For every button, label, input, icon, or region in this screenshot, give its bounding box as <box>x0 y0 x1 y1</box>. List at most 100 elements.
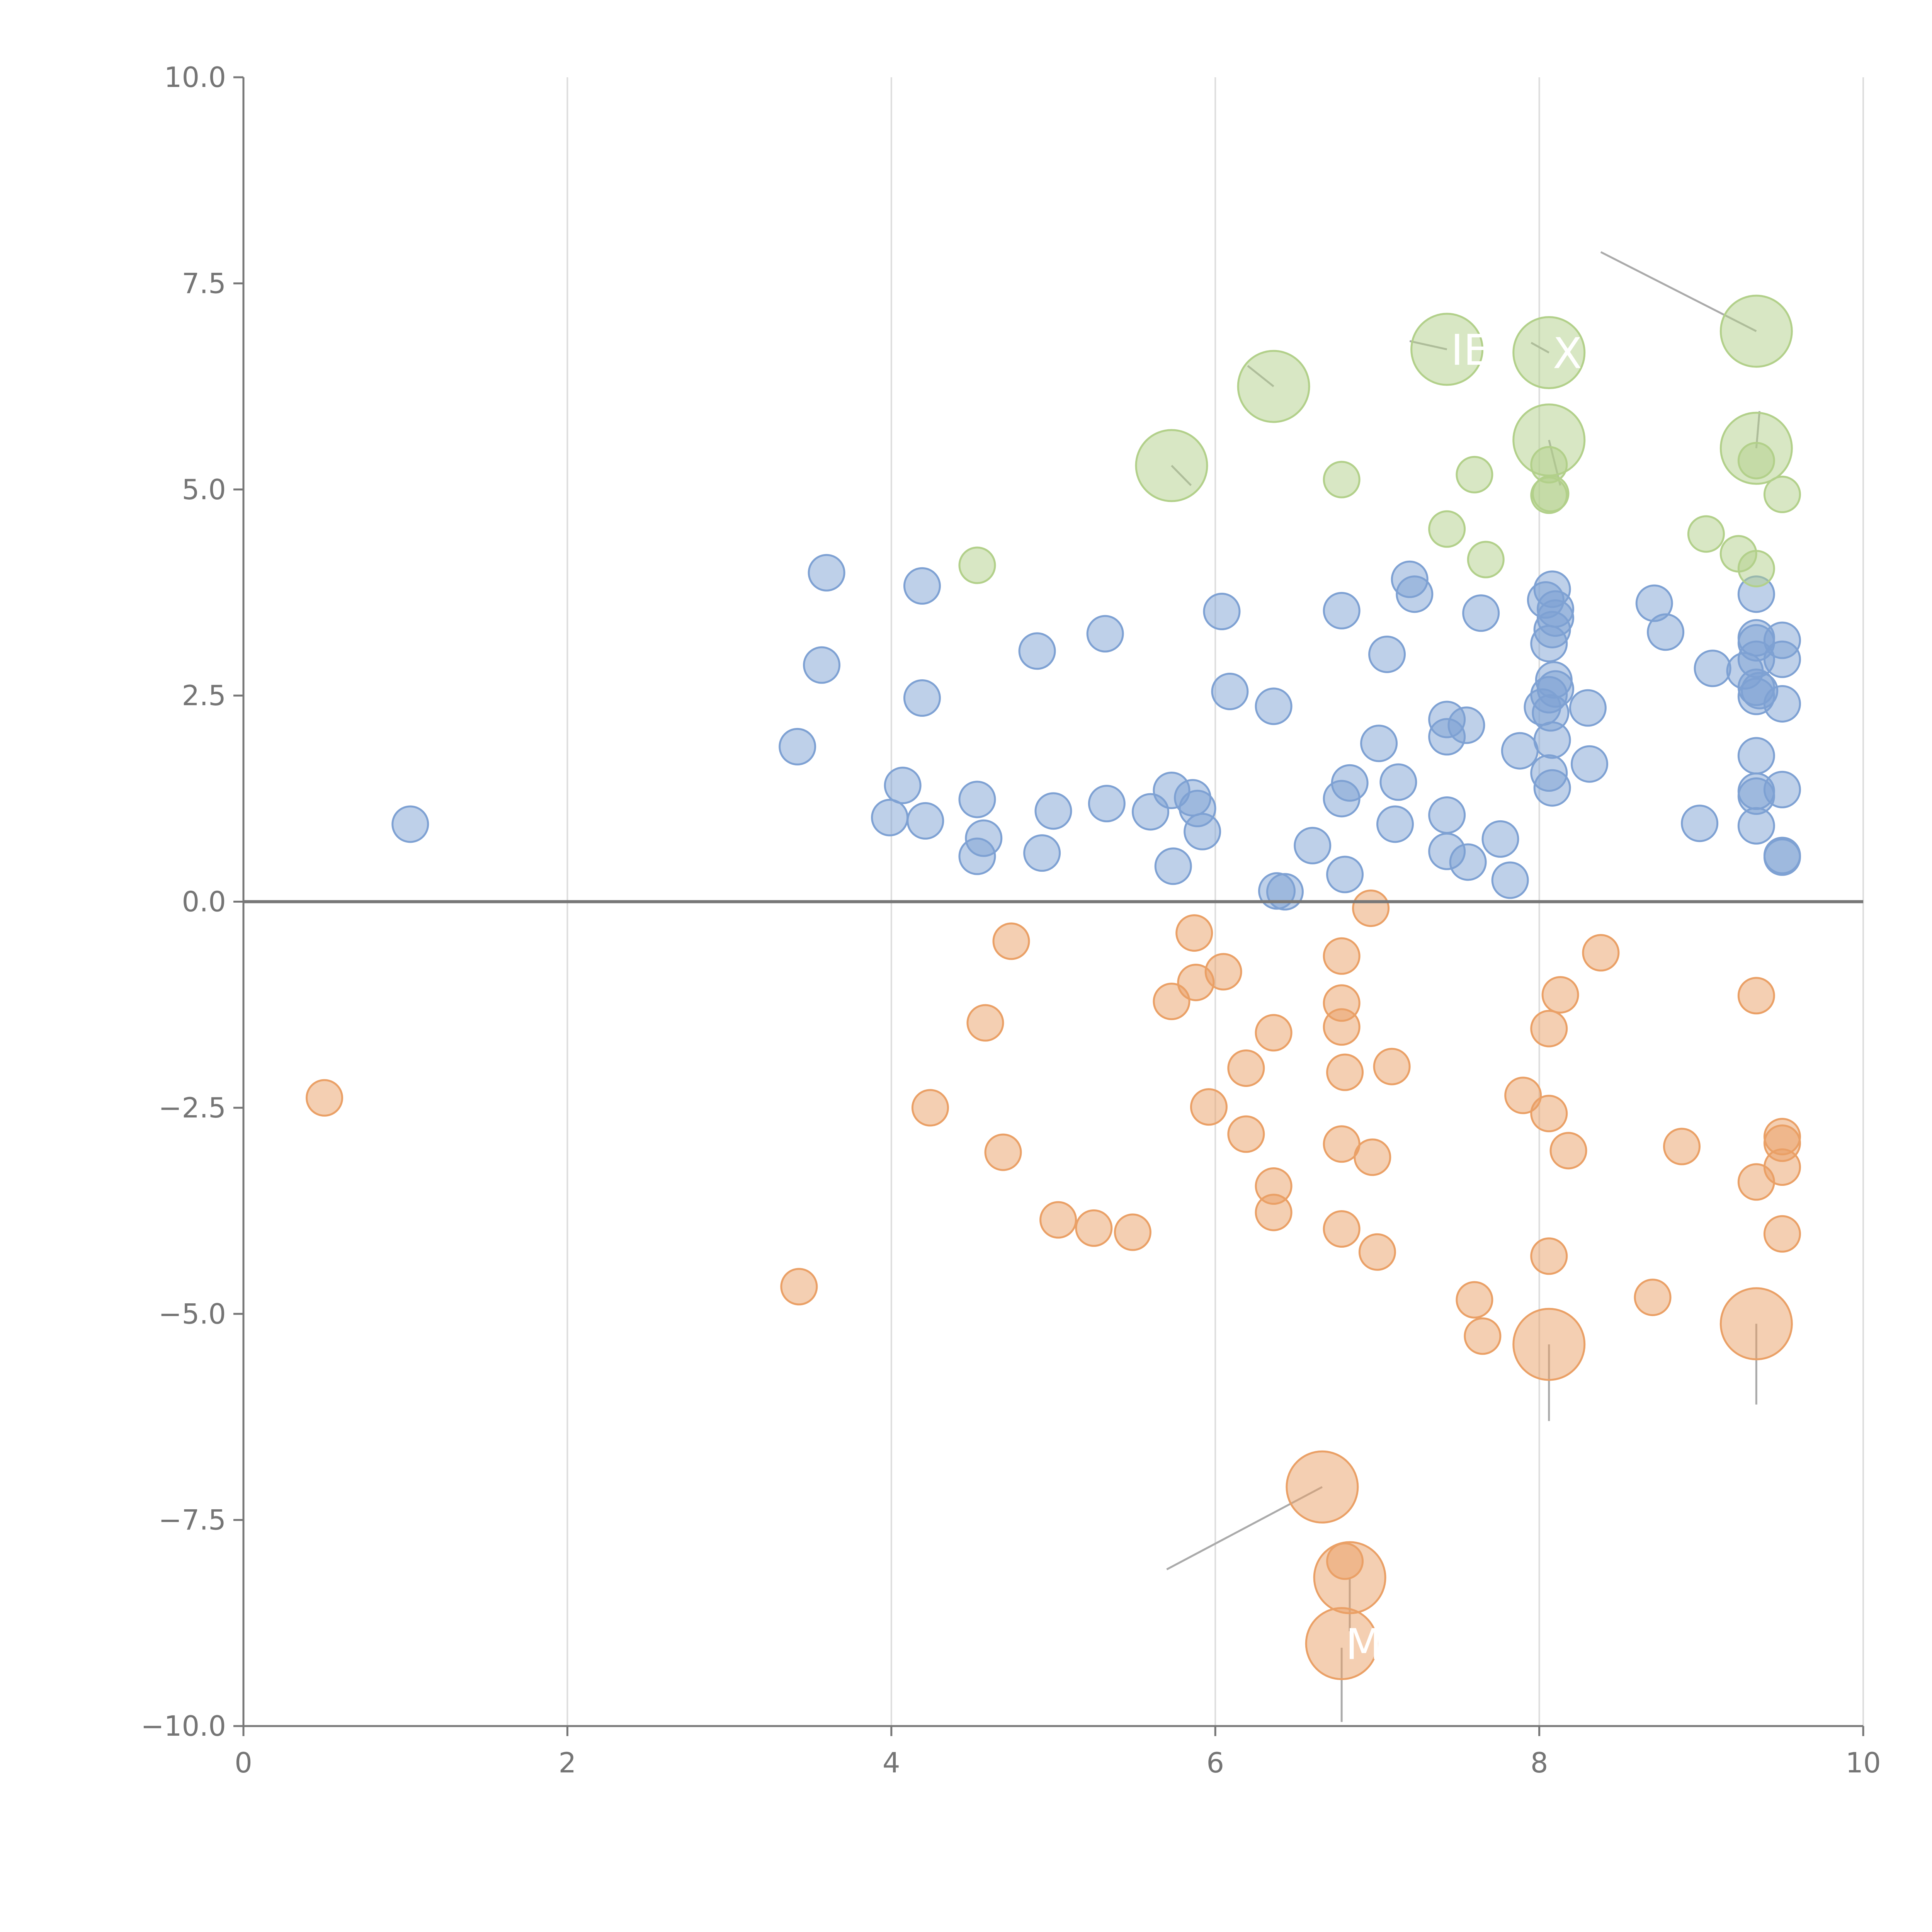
large-point-negative <box>1719 1287 1793 1361</box>
data-point-negative <box>1530 1095 1568 1133</box>
y-tick-label: −5.0 <box>158 1298 226 1330</box>
data-point-positive <box>1379 763 1417 801</box>
y-tick-label: 0.0 <box>182 886 226 918</box>
data-point-negative <box>1326 1053 1364 1091</box>
data-point-positive <box>1034 792 1072 830</box>
data-point-negative <box>1227 1115 1265 1153</box>
data-point-positive <box>1737 737 1775 775</box>
data-point-positive <box>1023 834 1061 872</box>
point-label: M <box>1345 1620 1382 1669</box>
large-point-negative <box>1286 1450 1359 1524</box>
data-point-negative <box>306 1079 344 1117</box>
data-points <box>306 294 1801 1680</box>
data-point-negative <box>1227 1049 1265 1087</box>
data-point-positive <box>1266 873 1304 911</box>
data-point-positive <box>1681 804 1719 842</box>
data-point-positive <box>1376 805 1414 843</box>
data-point-negative <box>1190 1088 1228 1126</box>
y-tick-label: 5.0 <box>182 473 226 506</box>
data-point-negative <box>1464 1317 1502 1355</box>
data-point-positive <box>1491 861 1529 899</box>
data-point-positive <box>958 781 996 818</box>
data-point-highlight <box>958 546 996 584</box>
data-point-positive <box>1763 640 1801 678</box>
data-point-negative <box>966 1004 1004 1042</box>
data-point-highlight <box>1763 476 1801 514</box>
data-point-positive <box>1154 847 1192 885</box>
data-point-negative <box>1323 1210 1361 1248</box>
data-point-positive <box>1088 785 1126 823</box>
data-point-negative <box>1634 1279 1672 1316</box>
data-point-highlight <box>1687 515 1725 553</box>
data-point-positive <box>1571 745 1609 783</box>
point-labels: IE X M <box>1345 325 1582 1669</box>
data-point-negative <box>1175 914 1213 952</box>
data-point-positive <box>1368 635 1406 673</box>
large-point-highlight <box>1512 403 1586 477</box>
data-point-positive <box>906 802 944 840</box>
data-point-positive <box>1462 594 1500 632</box>
data-point-positive <box>1533 721 1571 759</box>
data-point-negative <box>1582 934 1620 972</box>
data-point-negative <box>992 922 1030 960</box>
data-point-negative <box>1204 953 1242 991</box>
data-point-positive <box>903 679 941 717</box>
data-point-positive <box>1537 599 1575 637</box>
data-point-highlight <box>1428 510 1466 548</box>
data-point-positive <box>1481 820 1519 858</box>
data-point-positive <box>884 767 922 804</box>
data-point-negative <box>1323 1008 1361 1046</box>
large-point-negative <box>1305 1607 1378 1680</box>
data-point-positive <box>1086 615 1124 653</box>
large-point-negative <box>1512 1308 1586 1381</box>
data-point-positive <box>1211 672 1249 710</box>
data-point-positive <box>1449 843 1487 881</box>
data-point-negative <box>1663 1128 1701 1165</box>
data-point-positive <box>1331 764 1369 802</box>
data-point-positive <box>779 728 816 765</box>
axes: 10.0 7.5 5.0 2.5 0.0 −2.5 −5.0 −7.5 −10.0 0 2 4 6 8 10 <box>141 61 1881 1779</box>
data-point-negative <box>1039 1201 1077 1239</box>
data-point-negative <box>1114 1213 1151 1251</box>
data-point-negative <box>1075 1209 1113 1247</box>
point-label: IE <box>1451 325 1490 375</box>
data-point-positive <box>1763 770 1801 808</box>
y-tick-label: 2.5 <box>182 679 226 712</box>
data-point-negative <box>1530 1010 1568 1048</box>
data-point-highlight <box>1467 541 1505 578</box>
data-point-positive <box>1396 575 1434 613</box>
data-point-highlight <box>1323 461 1361 498</box>
data-point-negative <box>1737 977 1775 1015</box>
data-point-highlight <box>1737 550 1775 588</box>
data-point-positive <box>1018 632 1056 670</box>
large-point-highlight <box>1135 429 1208 502</box>
large-point-highlight <box>1237 350 1310 423</box>
data-point-negative <box>1541 976 1579 1014</box>
data-point-highlight <box>1532 474 1570 512</box>
y-tick-label: −10.0 <box>141 1710 226 1742</box>
data-point-positive <box>1326 855 1364 893</box>
data-point-positive <box>1428 796 1466 834</box>
data-point-negative <box>1373 1048 1411 1085</box>
data-point-negative <box>1255 1014 1293 1052</box>
data-point-negative <box>1763 1215 1801 1253</box>
data-point-negative <box>1504 1077 1542 1114</box>
data-point-positive <box>1203 593 1241 631</box>
point-label: X <box>1553 329 1582 378</box>
data-point-negative <box>1255 1194 1293 1231</box>
data-point-positive <box>903 567 941 605</box>
data-point-positive <box>1763 838 1801 876</box>
large-point-highlight <box>1719 294 1793 368</box>
data-point-positive <box>1737 807 1775 845</box>
data-point-positive <box>1323 592 1361 629</box>
data-point-positive <box>808 554 845 592</box>
y-tick-label: 10.0 <box>164 61 226 94</box>
data-point-negative <box>780 1268 818 1306</box>
x-tick-label: 2 <box>558 1747 576 1779</box>
data-point-positive <box>1294 827 1332 864</box>
data-point-positive <box>1501 732 1539 770</box>
x-tick-label: 6 <box>1206 1747 1224 1779</box>
data-point-positive <box>1763 685 1801 723</box>
y-tick-label: −7.5 <box>158 1504 226 1536</box>
data-point-positive <box>1537 670 1575 708</box>
